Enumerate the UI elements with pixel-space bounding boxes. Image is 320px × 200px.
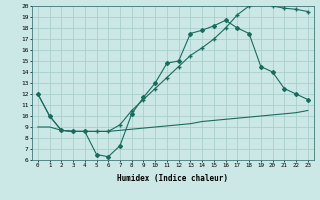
X-axis label: Humidex (Indice chaleur): Humidex (Indice chaleur): [117, 174, 228, 183]
